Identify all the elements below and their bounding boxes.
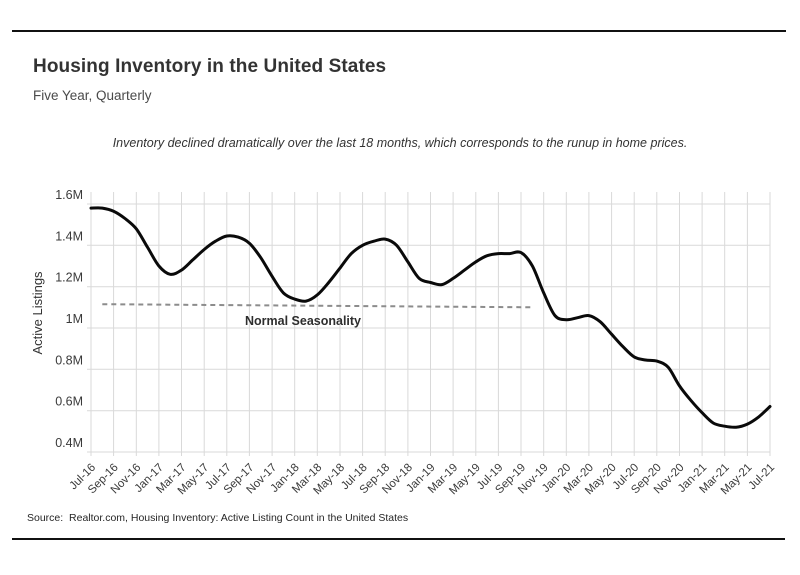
source-note: Source: Realtor.com, Housing Inventory: … bbox=[27, 512, 409, 524]
x-tick-label: Jul-21 bbox=[746, 462, 777, 493]
chart-subtitle: Five Year, Quarterly bbox=[33, 88, 152, 103]
bottom-divider bbox=[12, 538, 785, 540]
y-tick-label: 1M bbox=[66, 312, 83, 326]
y-tick-label: 1.2M bbox=[55, 271, 83, 285]
y-tick-label: 1.6M bbox=[55, 188, 83, 202]
y-tick-label: 0.4M bbox=[55, 436, 83, 450]
y-tick-label: 0.6M bbox=[55, 395, 83, 409]
chart-title: Housing Inventory in the United States bbox=[33, 56, 387, 77]
top-divider bbox=[12, 30, 786, 32]
y-tick-label: 1.4M bbox=[55, 229, 83, 243]
seasonality-label: Normal Seasonality bbox=[245, 314, 361, 328]
chart-annotation: Inventory declined dramatically over the… bbox=[112, 136, 688, 150]
series-line bbox=[89, 206, 772, 429]
y-tick-label: 0.8M bbox=[55, 353, 83, 367]
